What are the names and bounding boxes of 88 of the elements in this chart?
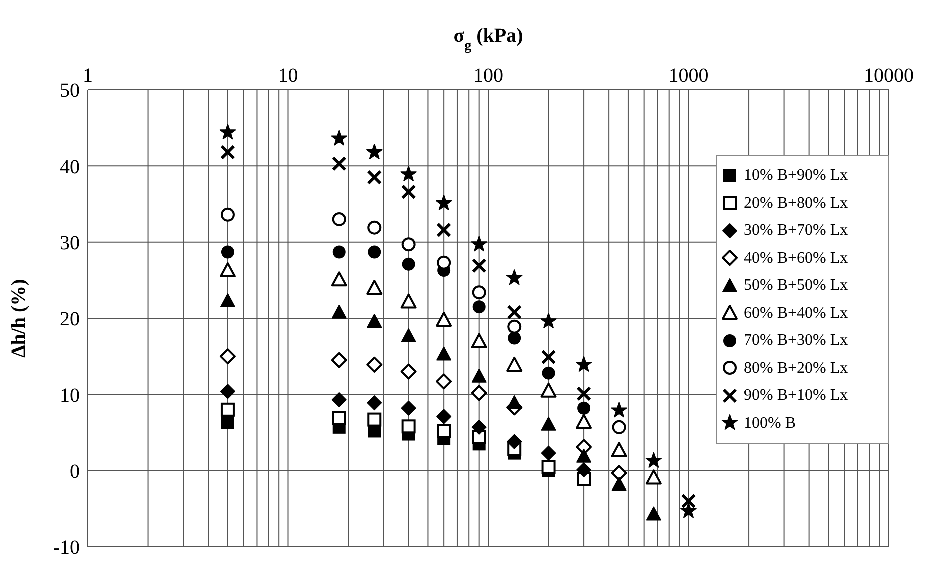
- point: [612, 477, 627, 492]
- point: [576, 448, 592, 463]
- point: [367, 396, 382, 411]
- point: [541, 446, 556, 461]
- point: [436, 194, 452, 210]
- point: [540, 313, 557, 329]
- point: [400, 364, 417, 380]
- x-tick-label: 1000: [668, 65, 709, 87]
- point: [366, 280, 383, 296]
- point: [402, 238, 416, 252]
- point: [646, 452, 662, 468]
- point: [437, 256, 452, 270]
- point: [368, 220, 382, 235]
- point: [401, 328, 416, 343]
- point: [611, 465, 628, 482]
- point: [332, 411, 346, 426]
- x-tick-label: 100: [474, 65, 504, 87]
- point: [680, 502, 697, 518]
- point: [541, 416, 556, 431]
- point: [472, 300, 486, 314]
- point: [506, 270, 523, 286]
- point: [471, 385, 488, 402]
- point: [472, 430, 486, 444]
- x-tick-label: 10000: [864, 65, 914, 87]
- point: [332, 246, 346, 259]
- legend-label: 50% B+50% Lx: [744, 276, 848, 296]
- point: [400, 166, 417, 182]
- point: [540, 382, 557, 398]
- point: [436, 374, 452, 390]
- point: [542, 460, 556, 474]
- legend-label: 40% B+60% Lx: [744, 248, 848, 268]
- legend-label: 60% B+40% Lx: [744, 304, 848, 324]
- point: [507, 434, 522, 450]
- point: [611, 442, 628, 458]
- y-tick-label: 0: [70, 460, 80, 483]
- legend-label: 10% B+90% Lx: [744, 166, 848, 186]
- y-tick-label: 30: [60, 232, 80, 254]
- point: [436, 409, 452, 424]
- point: [331, 352, 348, 368]
- point: [612, 420, 626, 434]
- point: [506, 356, 523, 372]
- y-tick-label: -10: [53, 537, 80, 560]
- point: [471, 333, 488, 348]
- x-tick-label: 1: [83, 65, 93, 87]
- legend-label: 70% B+30% Lx: [744, 331, 848, 351]
- point: [542, 366, 556, 380]
- point: [332, 212, 346, 226]
- legend-label: 20% B+80% Lx: [744, 194, 848, 214]
- point: [507, 396, 522, 410]
- point: [437, 424, 452, 438]
- x-tick-label: 10: [278, 65, 298, 87]
- x-axis-title: σ$_{g}$ (kPa): [454, 25, 524, 54]
- point: [578, 402, 591, 415]
- y-tick-label: 40: [60, 156, 80, 178]
- point: [576, 414, 592, 430]
- y-tick-label: 50: [60, 80, 80, 102]
- point: [368, 246, 382, 259]
- point: [332, 392, 347, 408]
- point: [402, 258, 416, 271]
- point: [366, 356, 383, 373]
- legend-label: 90% B+10% Lx: [744, 386, 848, 406]
- point: [331, 130, 348, 146]
- y-tick-label: 10: [60, 384, 80, 407]
- point: [508, 332, 522, 345]
- point: [401, 400, 416, 416]
- point: [366, 144, 383, 160]
- point: [436, 346, 452, 361]
- legend-label: 100% B: [744, 414, 796, 434]
- point: [472, 368, 487, 383]
- point: [646, 470, 662, 485]
- point: [611, 402, 628, 418]
- point: [646, 506, 662, 521]
- point: [471, 236, 488, 252]
- point: [332, 304, 347, 319]
- y-axis-title: Δh/h (%): [8, 279, 30, 358]
- point: [402, 420, 416, 434]
- point: [472, 286, 486, 300]
- point: [436, 312, 452, 328]
- legend-label: 30% B+70% Lx: [744, 221, 848, 241]
- point: [367, 314, 382, 328]
- point: [368, 412, 382, 427]
- point: [331, 272, 348, 287]
- legend-label: 80% B+20% Lx: [744, 358, 848, 378]
- point: [576, 462, 592, 478]
- point: [576, 356, 592, 372]
- point: [472, 420, 487, 435]
- point: [400, 294, 417, 309]
- y-tick-label: 20: [60, 308, 80, 331]
